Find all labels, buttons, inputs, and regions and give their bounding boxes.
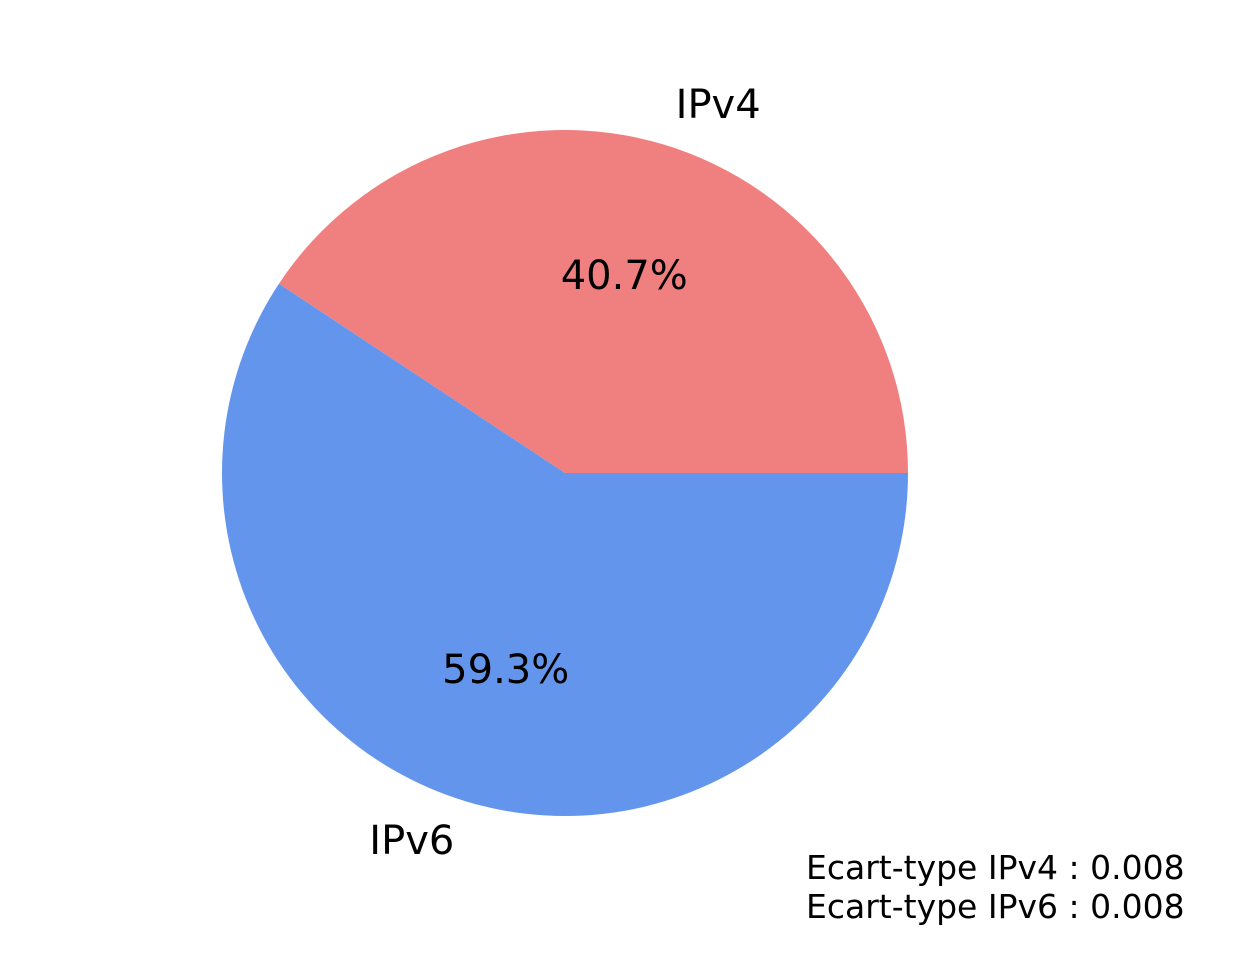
pie-labels: 40.7% IPv4 59.3% IPv6 [369, 82, 760, 864]
std-dev-annotation: Ecart-type IPv4 : 0.008 Ecart-type IPv6 … [806, 848, 1185, 926]
pie-slice-ipv6 [222, 283, 909, 816]
pie-slice-ipv4 [278, 130, 908, 473]
pie-percent-label-ipv6: 59.3% [442, 647, 569, 693]
pie-category-label-ipv4: IPv4 [676, 82, 761, 128]
pie-slices [222, 130, 909, 816]
pie-percent-label-ipv4: 40.7% [561, 253, 688, 299]
pie-category-label-ipv6: IPv6 [369, 818, 454, 864]
std-dev-ipv4: Ecart-type IPv4 : 0.008 [806, 848, 1185, 887]
std-dev-ipv6: Ecart-type IPv6 : 0.008 [806, 887, 1185, 926]
